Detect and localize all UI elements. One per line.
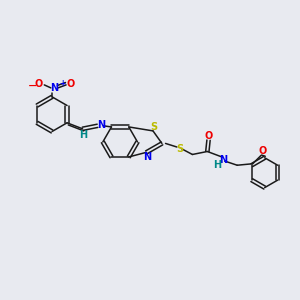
Text: N: N — [97, 120, 105, 130]
Text: N: N — [219, 155, 227, 166]
Text: S: S — [150, 122, 158, 132]
Text: S: S — [176, 143, 183, 154]
Text: O: O — [258, 146, 266, 157]
Text: H: H — [213, 160, 221, 170]
Text: +: + — [60, 79, 66, 88]
Text: O: O — [67, 79, 75, 89]
Text: N: N — [50, 83, 59, 93]
Text: N: N — [143, 152, 151, 161]
Text: O: O — [204, 131, 213, 141]
Text: −: − — [28, 81, 38, 91]
Text: O: O — [35, 79, 43, 89]
Text: H: H — [79, 130, 87, 140]
